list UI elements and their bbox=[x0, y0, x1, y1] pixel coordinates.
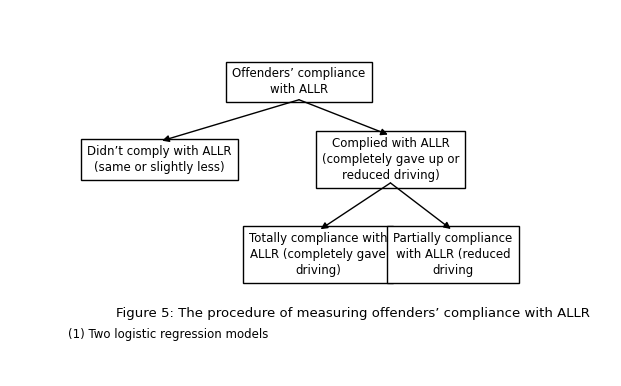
Text: Complied with ALLR
(completely gave up or
reduced driving): Complied with ALLR (completely gave up o… bbox=[322, 137, 459, 182]
Text: (1) Two logistic regression models: (1) Two logistic regression models bbox=[68, 328, 268, 341]
Text: Figure 5: The procedure of measuring offenders’ compliance with ALLR: Figure 5: The procedure of measuring off… bbox=[116, 307, 590, 320]
Text: Offenders’ compliance
with ALLR: Offenders’ compliance with ALLR bbox=[232, 68, 366, 96]
Text: Didn’t comply with ALLR
(same or slightly less): Didn’t comply with ALLR (same or slightl… bbox=[87, 145, 232, 174]
Text: Partially compliance
with ALLR (reduced
driving: Partially compliance with ALLR (reduced … bbox=[393, 232, 513, 277]
Text: Totally compliance with
ALLR (completely gave
driving): Totally compliance with ALLR (completely… bbox=[249, 232, 388, 277]
